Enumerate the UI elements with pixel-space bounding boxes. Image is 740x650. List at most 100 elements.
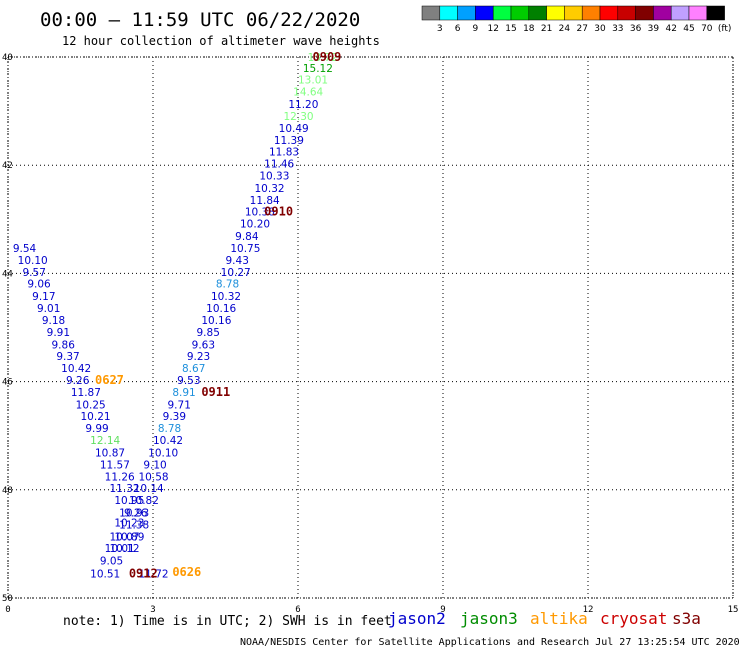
x-tick-label: 6	[295, 605, 300, 615]
pass-time-label: 0909	[313, 50, 342, 64]
wave-height-value: 10.16	[206, 303, 236, 315]
wave-height-value: 8.78	[158, 423, 181, 435]
wave-height-value: 9.26	[66, 375, 90, 387]
scale-swatch	[688, 5, 708, 21]
wave-height-value: 11.32	[110, 483, 140, 495]
scale-label: 9	[473, 24, 479, 34]
x-tick-label: 9	[440, 605, 445, 615]
satellite-cryosat: cryosat	[600, 609, 667, 628]
wave-height-value: 10.75	[230, 243, 260, 255]
scale-swatch	[421, 5, 441, 21]
wave-height-value: 9.01	[37, 303, 60, 315]
y-tick-label: 46	[2, 378, 13, 388]
scale-label: 42	[665, 24, 676, 34]
y-tick-label: 44	[2, 269, 13, 279]
color-scale-legend: 3 6 9 12 15 18 21 24 27 30 33 36 39 42 45 70 (ft)	[421, 5, 731, 34]
wave-height-value: 12.30	[284, 111, 314, 123]
chart-title: 00:00 — 11:59 UTC 06/22/2020	[40, 9, 360, 31]
wave-height-value: 10.51	[90, 569, 120, 581]
x-tick-label: 3	[150, 605, 155, 615]
wave-height-value: 11.72	[139, 569, 169, 581]
wave-height-value: 10.16	[201, 315, 231, 327]
scale-swatch	[653, 5, 672, 21]
scale-swatch	[457, 5, 476, 21]
scale-swatch	[492, 5, 512, 21]
pass-time-label: 0912	[129, 567, 158, 581]
x-tick-label: 0	[5, 605, 10, 615]
wave-height-value: 11.38	[119, 519, 149, 531]
wave-height-value: 9.85	[197, 327, 220, 339]
scale-label: 21	[541, 24, 552, 34]
chart-subtitle: 12 hour collection of altimeter wave hei…	[62, 34, 380, 48]
wave-height-value: 10.38	[245, 207, 275, 219]
wave-height-value: 10.93	[119, 508, 149, 520]
scale-swatch	[475, 5, 494, 21]
wave-height-value: 9.54	[13, 243, 37, 255]
pass-labels: 0909 0910 0911 0627 0626 0912	[95, 50, 341, 581]
satellite-legend: jason2 jason3 altika cryosat s3a	[388, 609, 701, 628]
wave-height-value: 10.23	[114, 517, 144, 529]
wave-height-value: 11.39	[274, 135, 304, 147]
wave-height-value: 10.49	[279, 123, 309, 135]
wave-height-value: 13.01	[298, 75, 328, 87]
scale-swatch	[510, 5, 530, 21]
pass-time-label: 0627	[95, 373, 124, 387]
scale-swatch	[528, 5, 547, 21]
wave-height-value: 10.07	[110, 531, 140, 543]
wave-height-value: 10.87	[95, 447, 125, 459]
wave-height-value: 9.06	[27, 279, 51, 291]
wave-height-value: 9.10	[143, 459, 166, 471]
wave-height-value: 10.32	[211, 291, 241, 303]
wave-height-value: 8.91	[172, 387, 195, 399]
wave-height-value: 9.86	[52, 339, 76, 351]
wave-height-value: 11.84	[250, 195, 280, 207]
wave-height-value: 9.23	[187, 351, 210, 363]
scale-label: 39	[648, 24, 660, 34]
axis-ticks: 0 3 6 9 12 15 40 42 44 46 48 50	[2, 53, 738, 615]
scale-label: 6	[455, 24, 461, 34]
scale-label: 36	[630, 24, 642, 34]
wave-height-value: 9.26	[124, 508, 148, 520]
wave-height-value: 10.21	[81, 411, 111, 423]
wave-height-value: 11.20	[288, 99, 318, 111]
wave-height-value: 11.57	[100, 459, 130, 471]
scale-label: 3	[437, 24, 443, 34]
wave-height-value: 11.26	[105, 471, 135, 483]
satellite-altika: altika	[530, 609, 588, 628]
y-tick-label: 42	[2, 161, 13, 171]
wave-height-value: 9.63	[192, 339, 215, 351]
wave-height-value: 9.05	[100, 556, 123, 568]
footnote: note: 1) Time is in UTC; 2) SWH is in fe…	[63, 614, 392, 629]
credit-line: NOAA/NESDIS Center for Satellite Applica…	[240, 637, 740, 648]
wave-height-value: 11.87	[71, 387, 101, 399]
wave-height-value: 9.57	[23, 267, 46, 279]
wave-height-value: 13.72	[308, 52, 338, 64]
scale-swatch	[617, 5, 636, 21]
wave-height-value: 8.67	[182, 363, 205, 375]
wave-height-value: 10.20	[240, 219, 270, 231]
x-tick-label: 15	[728, 605, 739, 615]
scale-swatch	[564, 5, 583, 21]
wave-height-value: 10.27	[221, 267, 251, 279]
wave-height-value: 9.84	[235, 231, 259, 243]
scale-swatch	[546, 5, 565, 21]
scale-swatch	[670, 5, 690, 21]
wave-height-value: 10.14	[134, 483, 164, 495]
x-tick-label: 12	[583, 605, 594, 615]
scale-label: 27	[576, 24, 587, 34]
wave-height-value: 10.33	[259, 170, 289, 182]
scale-swatch	[706, 5, 725, 21]
wave-height-value: 9.71	[168, 399, 191, 411]
scale-label: 15	[505, 24, 516, 34]
wave-height-value: 15.12	[303, 63, 333, 75]
scale-label: 24	[559, 24, 571, 34]
satellite-jason3: jason3	[460, 609, 518, 628]
scale-label: 33	[612, 24, 623, 34]
wave-height-value: 10.12	[110, 543, 140, 555]
wave-height-value: 11.46	[264, 159, 294, 171]
wave-height-value: 9.18	[42, 315, 65, 327]
y-tick-label: 48	[2, 486, 13, 496]
wave-height-value: 9.17	[32, 291, 55, 303]
pass-time-label: 0911	[201, 385, 230, 399]
